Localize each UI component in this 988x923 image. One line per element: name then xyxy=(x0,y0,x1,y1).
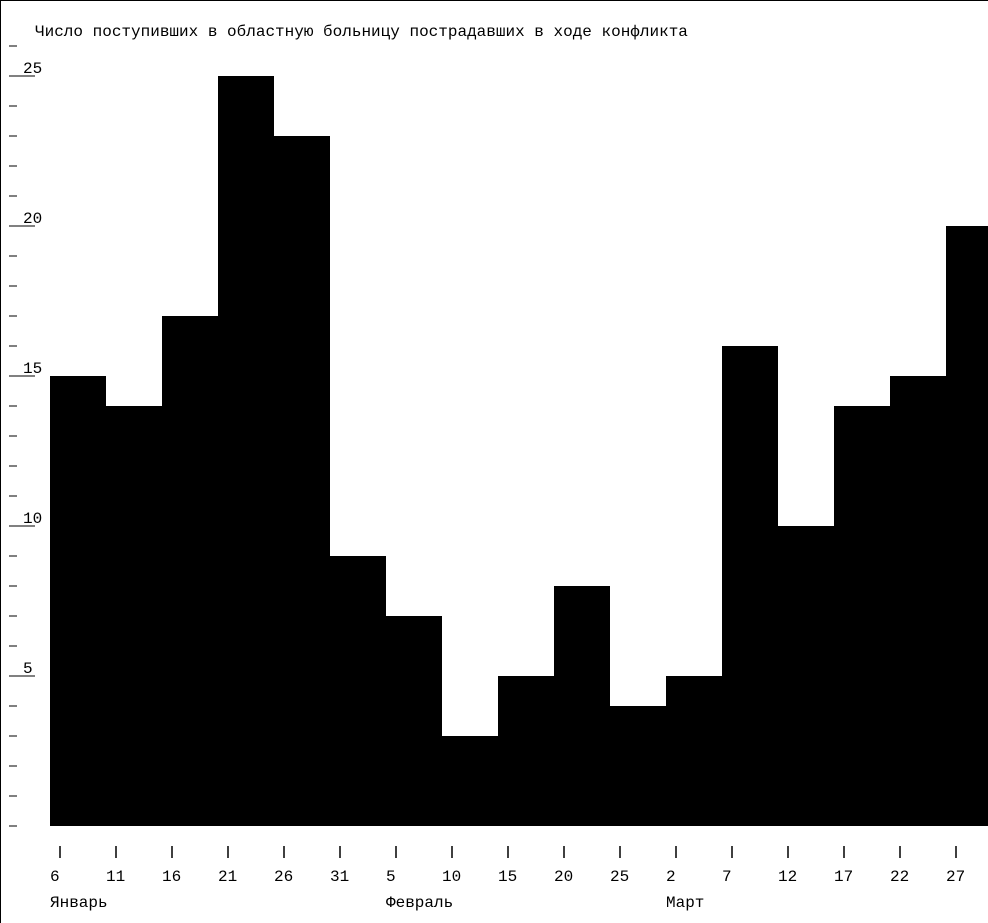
bar-27 xyxy=(946,226,988,826)
bar-11 xyxy=(106,406,162,826)
bar-25 xyxy=(610,706,666,826)
x-tick-label: 6 xyxy=(50,868,60,886)
x-tick-label: 31 xyxy=(330,868,349,886)
bar-17 xyxy=(834,406,890,826)
bar-6 xyxy=(50,376,106,826)
bar-15 xyxy=(498,676,554,826)
x-tick-label: 16 xyxy=(162,868,181,886)
x-tick-label: 17 xyxy=(834,868,853,886)
month-label: Февраль xyxy=(386,894,453,912)
bar-20 xyxy=(554,586,610,826)
y-tick-label: 20 xyxy=(23,210,42,228)
x-tick-label: 7 xyxy=(722,868,732,886)
bar-21 xyxy=(218,76,274,826)
x-tick-label: 27 xyxy=(946,868,965,886)
bar-7 xyxy=(722,346,778,826)
bar-5 xyxy=(386,616,442,826)
x-tick-label: 2 xyxy=(666,868,676,886)
x-tick-label: 20 xyxy=(554,868,573,886)
y-tick-label: 25 xyxy=(23,60,42,78)
y-tick-label: 15 xyxy=(23,360,42,378)
x-tick-label: 15 xyxy=(498,868,517,886)
bar-10 xyxy=(442,736,498,826)
y-tick-label: 10 xyxy=(23,510,42,528)
chart-title: Число поступивших в областную больницу п… xyxy=(35,23,688,41)
bar-22 xyxy=(890,376,946,826)
bars-group xyxy=(50,76,988,826)
x-tick-label: 26 xyxy=(274,868,293,886)
month-label: Январь xyxy=(50,894,108,912)
y-axis: 5 10 15 20 25 xyxy=(9,45,42,827)
x-tick-label: 10 xyxy=(442,868,461,886)
x-tick-label: 12 xyxy=(778,868,797,886)
x-tick-label: 21 xyxy=(218,868,237,886)
bar-2 xyxy=(666,676,722,826)
y-tick-label: 5 xyxy=(23,660,33,678)
x-tick-label: 25 xyxy=(610,868,629,886)
bar-16 xyxy=(162,316,218,826)
x-tick-label: 11 xyxy=(106,868,125,886)
x-tick-label: 5 xyxy=(386,868,396,886)
bar-26 xyxy=(274,136,330,826)
bar-31 xyxy=(330,556,386,826)
bar-12 xyxy=(778,526,834,826)
month-label: Март xyxy=(666,894,704,912)
x-tick-label: 22 xyxy=(890,868,909,886)
